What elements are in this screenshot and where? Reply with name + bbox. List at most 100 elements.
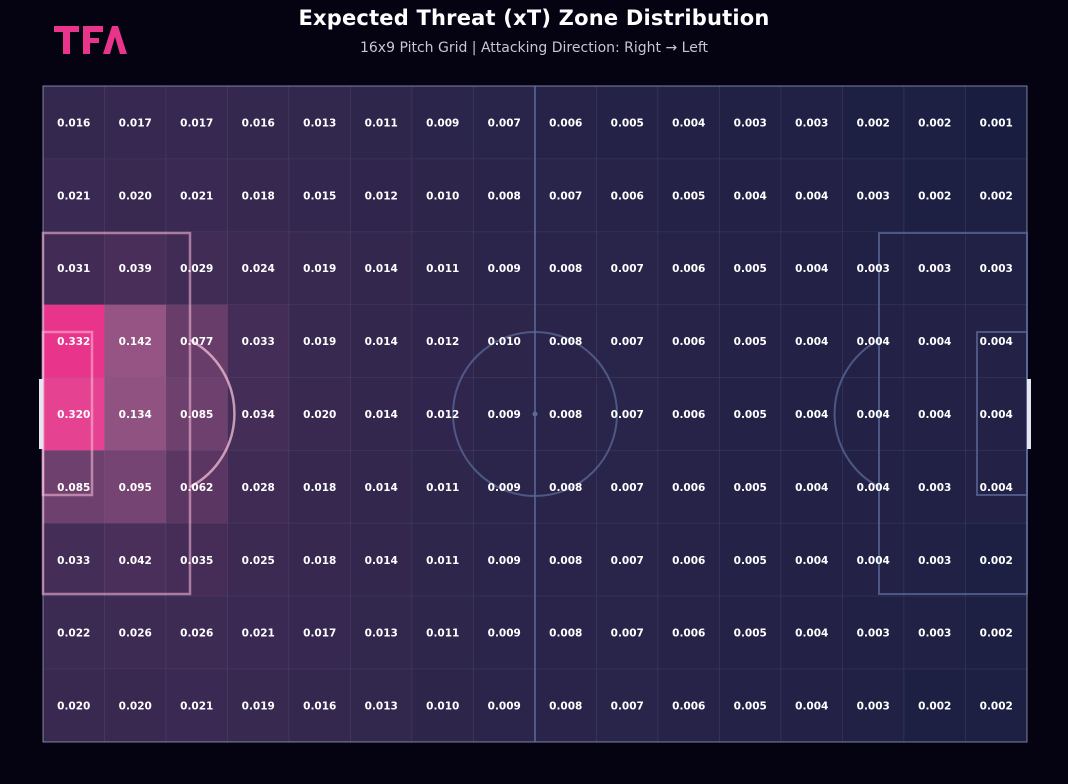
right-penalty-arc [833,339,880,488]
xt-value-label: 0.006 [672,263,705,275]
xt-value-label: 0.014 [365,555,398,567]
xt-cell [719,668,782,743]
chart-subtitle: 16x9 Pitch Grid | Attacking Direction: R… [359,40,709,56]
xt-value-label: 0.013 [365,701,398,713]
xt-value-label: 0.004 [795,336,828,348]
xt-value-label: 0.014 [365,263,398,275]
xt-value-label: 0.019 [303,336,336,348]
xt-value-label: 0.018 [303,555,336,567]
xt-cell [227,595,290,670]
xt-cell [965,595,1028,670]
xt-cell [842,449,905,524]
xt-value-label: 0.002 [980,555,1013,567]
xt-cell [965,304,1028,379]
xt-value-label: 0.024 [242,263,275,275]
xt-cell [596,377,659,451]
xt-value-label: 0.005 [734,409,767,421]
xt-cell [780,158,843,233]
xt-cell [657,231,720,306]
xt-cell [842,231,905,306]
xt-value-label: 0.009 [426,117,459,129]
xt-cell [227,304,290,379]
xt-cell [227,85,290,160]
xt-value-label: 0.011 [426,628,459,640]
xt-cell [596,522,659,597]
xt-cell [473,231,536,306]
xt-value-label: 0.033 [57,555,90,567]
xt-cell [104,158,167,233]
xt-cell [288,158,351,233]
xt-value-label: 0.003 [734,117,767,129]
xt-value-label: 0.006 [672,555,705,567]
xt-value-label: 0.008 [549,409,582,421]
xt-value-label: 0.003 [918,482,951,494]
xt-value-label: 0.006 [611,190,644,202]
xt-value-label: 0.015 [303,190,336,202]
xt-value-label: 0.010 [426,701,459,713]
xt-value-label: 0.005 [734,263,767,275]
xt-value-label: 0.008 [488,190,521,202]
xt-value-label: 0.021 [180,190,213,202]
xt-value-label: 0.095 [119,482,152,494]
xt-value-label: 0.013 [303,117,336,129]
xt-value-label: 0.021 [57,190,90,202]
xt-cell [165,158,228,233]
xt-cell [350,522,413,597]
xt-cell [719,231,782,306]
xt-value-label: 0.017 [119,117,152,129]
xt-value-label: 0.022 [57,628,90,640]
xt-cell [965,522,1028,597]
xt-value-label: 0.003 [795,117,828,129]
xt-value-label: 0.003 [918,628,951,640]
xt-value-label: 0.009 [488,701,521,713]
xt-value-label: 0.005 [734,628,767,640]
xt-cell [473,158,536,233]
xt-cell [42,522,105,597]
xt-value-label: 0.006 [672,336,705,348]
xt-cell [165,304,228,379]
xt-value-label: 0.003 [857,190,890,202]
xt-cell [657,522,720,597]
xt-value-label: 0.006 [672,482,705,494]
xt-cell [903,522,966,597]
centre-circle [452,331,618,497]
xt-cell [719,522,782,597]
xt-cell [965,231,1028,306]
xt-value-label: 0.011 [426,482,459,494]
xt-value-label: 0.031 [57,263,90,275]
xt-value-label: 0.005 [734,555,767,567]
xt-cell [657,85,720,160]
xt-value-label: 0.004 [795,701,828,713]
xt-cell [842,522,905,597]
xt-value-label: 0.007 [549,190,582,202]
xt-value-label: 0.007 [611,409,644,421]
xt-cell [227,522,290,597]
xt-cell [42,449,105,524]
xt-value-label: 0.004 [918,336,951,348]
xt-cell [288,668,351,743]
xt-cell [350,377,413,451]
xt-value-label: 0.010 [488,336,521,348]
xt-value-label: 0.003 [918,263,951,275]
xt-cell [473,377,536,451]
xt-cell [965,668,1028,743]
xt-value-label: 0.010 [426,190,459,202]
xt-cell [903,449,966,524]
xt-value-label: 0.004 [795,628,828,640]
xt-cell [411,668,474,743]
xt-cell [411,377,474,451]
xt-value-label: 0.003 [857,628,890,640]
xt-value-label: 0.008 [549,628,582,640]
xt-cell [596,304,659,379]
xt-cell [42,231,105,306]
xt-value-label: 0.007 [611,701,644,713]
xt-value-label: 0.007 [488,117,521,129]
xt-cell [842,595,905,670]
xt-value-label: 0.002 [980,190,1013,202]
xt-value-label: 0.009 [488,482,521,494]
xt-value-label: 0.029 [180,263,213,275]
xt-value-label: 0.320 [57,409,90,421]
xt-value-label: 0.004 [672,117,705,129]
xt-value-label: 0.142 [119,336,152,348]
xt-value-label: 0.008 [549,336,582,348]
